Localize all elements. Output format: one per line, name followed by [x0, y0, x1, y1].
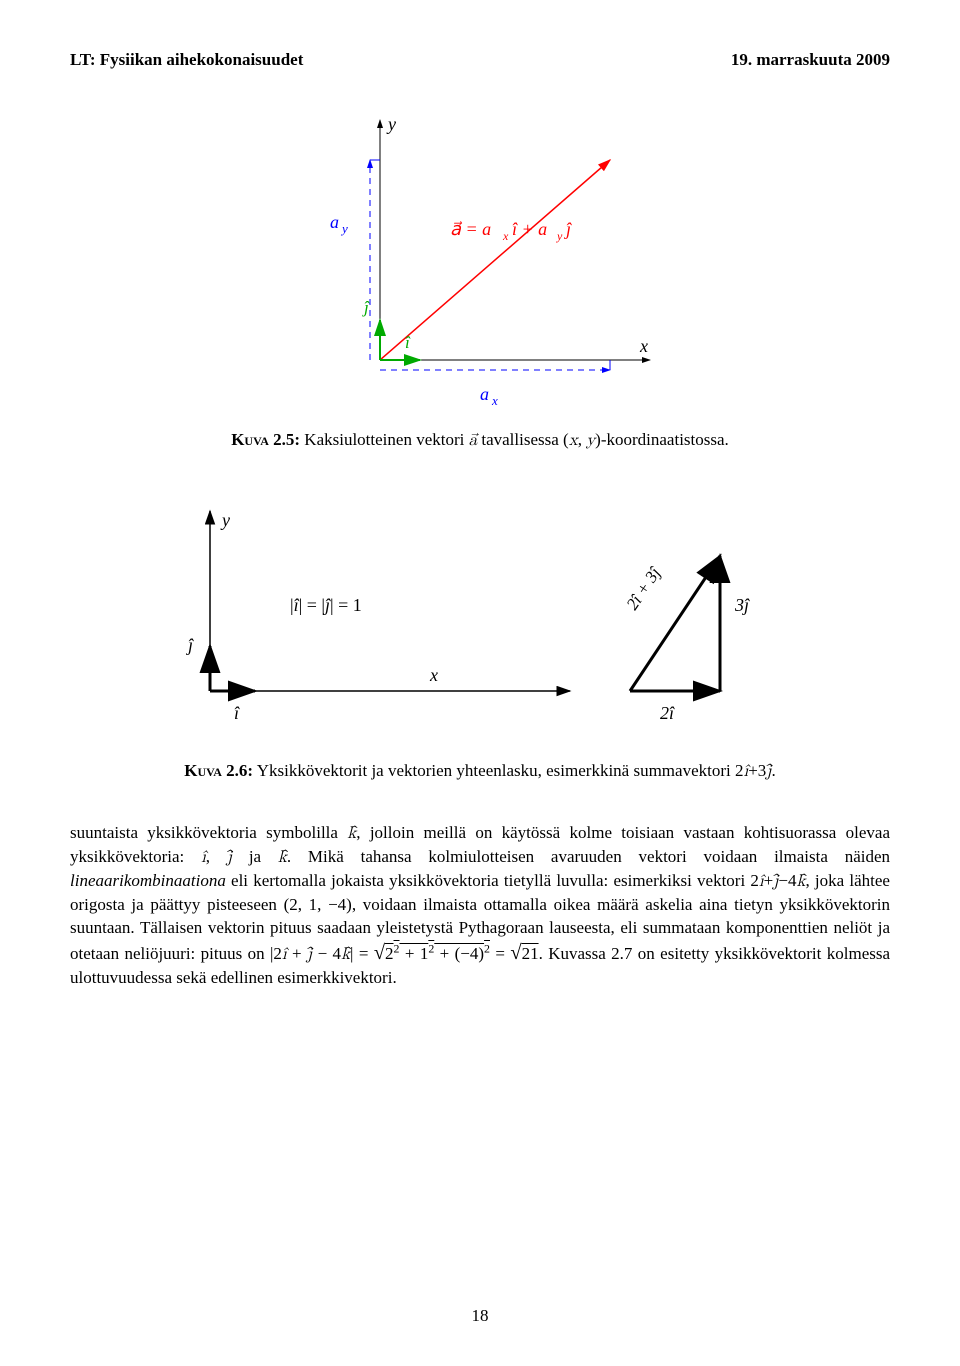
svg-text:ĵ: ĵ — [186, 635, 194, 655]
svg-text:y: y — [386, 114, 396, 134]
figure-2-5: y x ay ax î ĵ a⃗ = a x î + a y ĵ — [70, 100, 890, 410]
vector-diagram-1: y x ay ax î ĵ a⃗ = a x î + a y ĵ — [270, 100, 690, 410]
svg-text:a: a — [480, 384, 489, 404]
svg-text:3ĵ: 3ĵ — [734, 595, 750, 615]
figure-2-6: y ĵ î x |î| = |ĵ| = 1 2î 3ĵ 2î + 3ĵ — [70, 491, 890, 741]
caption-2-6: Kuva 2.6: Yksikkövektorit ja vektorien y… — [70, 761, 890, 782]
svg-text:y: y — [340, 221, 348, 236]
svg-text:x: x — [502, 229, 509, 243]
caption-text: Kaksiulotteinen vektori a⃗ tavallisessa … — [304, 430, 728, 449]
svg-text:x: x — [491, 393, 498, 408]
svg-text:x: x — [639, 336, 648, 356]
svg-text:î: î — [234, 703, 240, 723]
svg-text:2î + 3ĵ: 2î + 3ĵ — [623, 563, 665, 613]
svg-text:|î| = |ĵ| = 1: |î| = |ĵ| = 1 — [290, 595, 362, 615]
header-left: LT: Fysiikan aihekokonaisuudet — [70, 50, 303, 70]
page-number: 18 — [0, 1306, 960, 1326]
svg-text:y: y — [556, 229, 563, 243]
svg-text:y: y — [220, 510, 230, 530]
caption-label: Kuva 2.5: — [231, 430, 300, 449]
page-header: LT: Fysiikan aihekokonaisuudet 19. marra… — [70, 50, 890, 70]
svg-text:x: x — [429, 665, 438, 685]
svg-text:a: a — [330, 212, 339, 232]
svg-text:a⃗ = a: a⃗ = a — [450, 219, 491, 239]
svg-text:î: î — [405, 333, 411, 352]
svg-text:î + a: î + a — [512, 219, 547, 239]
svg-text:ĵ: ĵ — [564, 219, 572, 239]
header-right: 19. marraskuuta 2009 — [731, 50, 890, 70]
caption-2-5: Kuva 2.5: Kaksiulotteinen vektori a⃗ tav… — [70, 430, 890, 451]
caption-label-2: Kuva 2.6: — [184, 761, 253, 780]
svg-text:ĵ: ĵ — [362, 298, 370, 317]
svg-text:2î: 2î — [660, 703, 675, 723]
vector-diagram-2: y ĵ î x |î| = |ĵ| = 1 2î 3ĵ 2î + 3ĵ — [130, 491, 830, 741]
caption-text-2: Yksikkövektorit ja vektorien yhteenlasku… — [257, 761, 776, 780]
body-paragraph: suuntaista yksikkövektoria symbolilla k̂… — [70, 822, 890, 990]
